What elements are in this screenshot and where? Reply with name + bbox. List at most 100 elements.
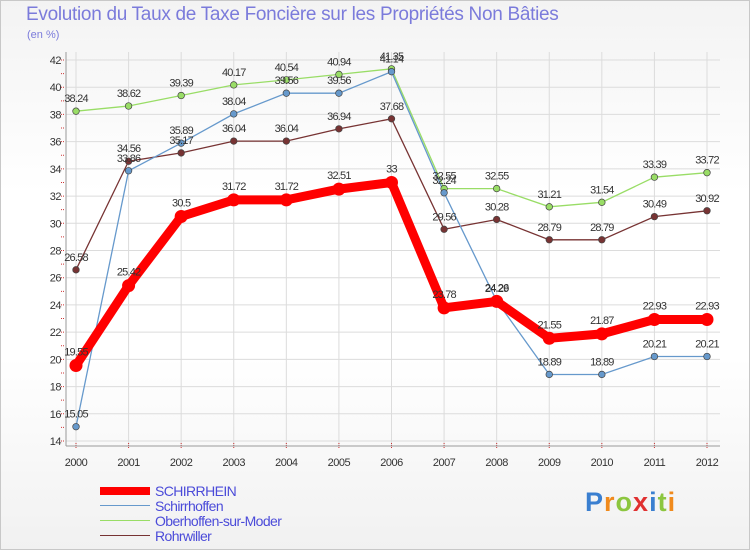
data-label: 24.29 bbox=[485, 283, 509, 295]
data-point bbox=[174, 209, 188, 223]
y-tick-label: 26 bbox=[50, 273, 62, 285]
data-label: 36.04 bbox=[222, 123, 246, 135]
data-label: 40.94 bbox=[327, 56, 351, 68]
x-tick-label: 2005 bbox=[328, 457, 351, 469]
data-label: 38.04 bbox=[222, 96, 246, 108]
legend-swatch-schirrhein bbox=[100, 487, 150, 495]
y-tick-label: 28 bbox=[50, 246, 62, 258]
data-point bbox=[332, 182, 346, 196]
legend-label-schirrhoffen: Schirrhoffen bbox=[155, 498, 224, 514]
logo-letter: r bbox=[604, 487, 616, 517]
data-point bbox=[700, 312, 714, 326]
y-tick-label: 16 bbox=[50, 409, 62, 421]
x-tick-label: 2009 bbox=[538, 457, 561, 469]
logo-letter: P bbox=[585, 487, 605, 517]
axes: 14 16 18 20 22 24 26 28 30 32 34 36 38 40 42 2000 2001 20… bbox=[50, 52, 720, 469]
y-tick-label: 24 bbox=[50, 300, 62, 312]
data-label: 19.55 bbox=[64, 346, 88, 358]
data-point bbox=[72, 266, 80, 274]
data-label: 22.93 bbox=[643, 300, 667, 312]
data-label: 34.56 bbox=[117, 143, 141, 155]
data-point bbox=[335, 89, 343, 97]
data-label: 26.58 bbox=[64, 252, 88, 264]
data-point bbox=[282, 137, 290, 145]
data-label: 40.54 bbox=[275, 62, 299, 74]
y-tick-label: 30 bbox=[50, 218, 62, 230]
x-tick-label: 2003 bbox=[223, 457, 246, 469]
x-tick-label: 2012 bbox=[696, 457, 719, 469]
x-tick-label: 2010 bbox=[591, 457, 614, 469]
data-label: 39.39 bbox=[169, 78, 193, 90]
data-label: 30.28 bbox=[485, 201, 509, 213]
y-tick-label: 40 bbox=[50, 82, 62, 94]
data-point bbox=[177, 91, 185, 100]
data-point bbox=[595, 327, 609, 341]
chart-title: Evolution du Taux de Taxe Foncière sur l… bbox=[26, 4, 559, 25]
logo-letter: i bbox=[667, 487, 677, 517]
data-label: 28.79 bbox=[590, 222, 614, 234]
data-point bbox=[703, 169, 711, 177]
data-label: 39.56 bbox=[275, 75, 299, 87]
data-point bbox=[545, 236, 553, 244]
legend-swatch-oberhoffen bbox=[100, 520, 150, 521]
x-tick-label: 2004 bbox=[275, 457, 298, 469]
data-label: 31.72 bbox=[275, 181, 299, 193]
data-label: 25.42 bbox=[117, 267, 141, 279]
y-tick-label: 32 bbox=[50, 191, 62, 203]
data-label: 35.89 bbox=[169, 125, 193, 137]
data-label: 21.55 bbox=[537, 319, 561, 331]
data-point bbox=[230, 137, 238, 145]
data-point bbox=[437, 301, 451, 315]
data-point bbox=[542, 331, 556, 345]
data-point bbox=[493, 215, 501, 224]
data-point bbox=[230, 110, 238, 118]
data-label: 21.87 bbox=[590, 315, 614, 327]
y-tick-label: 36 bbox=[50, 137, 62, 149]
data-label: 33.72 bbox=[695, 155, 719, 167]
data-point bbox=[703, 207, 711, 215]
data-label: 20.21 bbox=[695, 338, 719, 350]
x-tick-label: 2000 bbox=[65, 457, 88, 469]
x-tick-label: 2001 bbox=[117, 457, 140, 469]
data-point bbox=[545, 203, 553, 211]
data-point bbox=[122, 279, 136, 293]
data-point bbox=[598, 370, 606, 379]
data-point bbox=[230, 81, 238, 89]
data-labels: 19.55 25.42 30.5 31.72 31.72 32.51 33 23.78 24.2… bbox=[64, 51, 720, 421]
legend-label-rohrwiller: Rohrwiller bbox=[155, 528, 212, 544]
data-label: 31.21 bbox=[537, 189, 561, 201]
data-label: 40.17 bbox=[222, 67, 246, 79]
data-label: 38.24 bbox=[64, 93, 88, 105]
data-label: 20.21 bbox=[643, 338, 667, 350]
series-points bbox=[69, 65, 714, 431]
data-point bbox=[124, 167, 133, 175]
data-label: 32.55 bbox=[432, 171, 456, 183]
legend-label-schirrhein: SCHIRRHEIN bbox=[155, 483, 237, 499]
data-label: 33.86 bbox=[117, 153, 141, 165]
data-point bbox=[650, 212, 659, 221]
data-label: 29.56 bbox=[432, 211, 456, 223]
x-tick-label: 2007 bbox=[433, 457, 456, 469]
data-label: 30.49 bbox=[643, 199, 667, 211]
data-point bbox=[279, 193, 293, 207]
data-label: 32.55 bbox=[485, 171, 509, 183]
data-point bbox=[124, 102, 133, 110]
data-point bbox=[490, 294, 504, 308]
data-point bbox=[440, 225, 448, 233]
x-tick-label: 2002 bbox=[170, 457, 193, 469]
data-label: 31.72 bbox=[222, 181, 246, 193]
y-tick-label: 14 bbox=[50, 436, 62, 448]
data-label: 24.26 bbox=[485, 282, 509, 294]
data-point bbox=[227, 193, 241, 207]
data-point bbox=[124, 157, 133, 165]
legend-swatch-schirrhoffen bbox=[100, 505, 150, 506]
y-tick-label: 22 bbox=[50, 327, 62, 339]
data-label: 22.93 bbox=[695, 300, 719, 312]
data-point bbox=[703, 352, 711, 361]
data-point bbox=[335, 70, 343, 79]
y-tick-label: 42 bbox=[50, 55, 62, 67]
data-label: 38.62 bbox=[117, 88, 141, 100]
data-label: 18.89 bbox=[590, 356, 614, 368]
